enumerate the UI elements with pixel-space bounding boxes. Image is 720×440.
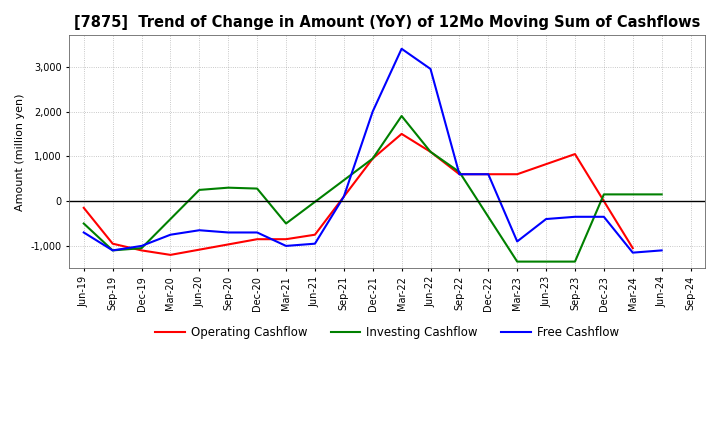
- Line: Free Cashflow: Free Cashflow: [84, 49, 662, 253]
- Free Cashflow: [629, 250, 637, 255]
- Investing Cashflow: [224, 185, 233, 191]
- Free Cashflow: [397, 46, 406, 51]
- Free Cashflow: [253, 230, 261, 235]
- Investing Cashflow: [541, 259, 550, 264]
- Investing Cashflow: [253, 186, 261, 191]
- Operating Cashflow: [426, 149, 435, 154]
- Investing Cashflow: [455, 169, 464, 175]
- Free Cashflow: [195, 227, 204, 233]
- Free Cashflow: [79, 230, 88, 235]
- Free Cashflow: [166, 232, 175, 237]
- Investing Cashflow: [369, 156, 377, 161]
- Free Cashflow: [657, 248, 666, 253]
- Investing Cashflow: [657, 192, 666, 197]
- Free Cashflow: [108, 248, 117, 253]
- Operating Cashflow: [571, 151, 580, 157]
- Y-axis label: Amount (million yen): Amount (million yen): [15, 93, 25, 211]
- Investing Cashflow: [282, 221, 290, 226]
- Investing Cashflow: [397, 114, 406, 119]
- Free Cashflow: [340, 194, 348, 199]
- Operating Cashflow: [310, 232, 319, 237]
- Investing Cashflow: [571, 259, 580, 264]
- Free Cashflow: [369, 109, 377, 114]
- Operating Cashflow: [513, 172, 521, 177]
- Title: [7875]  Trend of Change in Amount (YoY) of 12Mo Moving Sum of Cashflows: [7875] Trend of Change in Amount (YoY) o…: [74, 15, 701, 30]
- Investing Cashflow: [195, 187, 204, 193]
- Free Cashflow: [310, 241, 319, 246]
- Free Cashflow: [513, 239, 521, 244]
- Free Cashflow: [600, 214, 608, 220]
- Operating Cashflow: [455, 172, 464, 177]
- Operating Cashflow: [484, 172, 492, 177]
- Free Cashflow: [484, 172, 492, 177]
- Line: Investing Cashflow: Investing Cashflow: [84, 116, 662, 262]
- Free Cashflow: [426, 66, 435, 72]
- Investing Cashflow: [513, 259, 521, 264]
- Free Cashflow: [571, 214, 580, 220]
- Free Cashflow: [541, 216, 550, 222]
- Free Cashflow: [282, 243, 290, 249]
- Investing Cashflow: [79, 221, 88, 226]
- Legend: Operating Cashflow, Investing Cashflow, Free Cashflow: Operating Cashflow, Investing Cashflow, …: [150, 322, 624, 344]
- Investing Cashflow: [426, 149, 435, 154]
- Free Cashflow: [224, 230, 233, 235]
- Investing Cashflow: [600, 192, 608, 197]
- Line: Operating Cashflow: Operating Cashflow: [84, 134, 633, 255]
- Operating Cashflow: [629, 246, 637, 251]
- Free Cashflow: [138, 243, 146, 249]
- Operating Cashflow: [138, 248, 146, 253]
- Operating Cashflow: [253, 237, 261, 242]
- Investing Cashflow: [138, 246, 146, 251]
- Operating Cashflow: [282, 237, 290, 242]
- Operating Cashflow: [166, 252, 175, 257]
- Operating Cashflow: [369, 156, 377, 161]
- Operating Cashflow: [397, 131, 406, 136]
- Investing Cashflow: [108, 248, 117, 253]
- Free Cashflow: [455, 172, 464, 177]
- Operating Cashflow: [79, 205, 88, 210]
- Operating Cashflow: [108, 241, 117, 246]
